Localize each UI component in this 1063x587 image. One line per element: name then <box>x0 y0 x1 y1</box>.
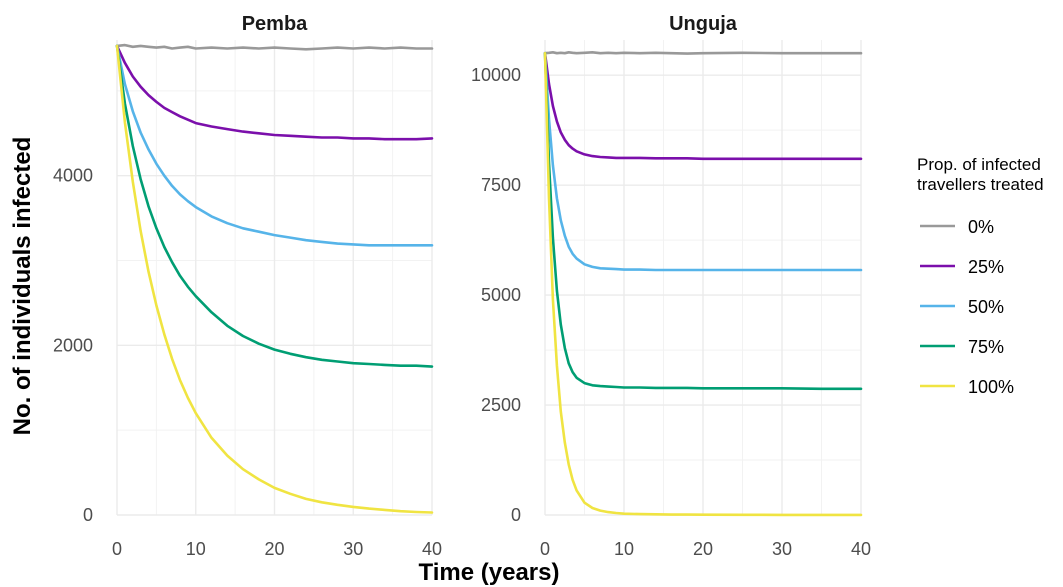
series-line-75pct <box>115 44 434 368</box>
series-line-0pct <box>543 51 863 55</box>
x-tick-label: 20 <box>264 539 284 559</box>
x-tick-label: 40 <box>422 539 442 559</box>
legend-title-line-2: travellers treated <box>917 175 1044 194</box>
x-tick-label: 10 <box>614 539 634 559</box>
x-tick-label: 0 <box>112 539 122 559</box>
panel-unguja: Unguja 0 10 20 30 40 0 2500 5000 7500 10000 <box>471 13 871 559</box>
legend: Prop. of infected travellers treated 0% 2… <box>917 155 1044 397</box>
y-tick-label: 0 <box>83 505 93 525</box>
series-line-25pct <box>115 44 434 141</box>
x-tick-label: 40 <box>851 539 871 559</box>
y-axis-title: No. of individuals infected <box>9 137 36 436</box>
y-tick-label: 2500 <box>481 395 521 415</box>
series-line-50pct <box>115 44 434 247</box>
series-line-50pct <box>543 51 863 272</box>
gridlines <box>116 40 433 516</box>
legend-label-25pct: 25% <box>968 257 1004 277</box>
y-tick-label: 5000 <box>481 285 521 305</box>
y-tick-label: 0 <box>511 505 521 525</box>
panel-title-pemba: Pemba <box>242 13 308 35</box>
series-line-100pct <box>115 44 434 514</box>
gridlines <box>544 40 862 516</box>
x-axis-title: Time (years) <box>419 559 560 586</box>
legend-label-0pct: 0% <box>968 217 994 237</box>
x-tick-label: 20 <box>693 539 713 559</box>
y-tick-label: 4000 <box>53 166 93 186</box>
series-line-25pct <box>543 51 863 161</box>
x-tick-label: 0 <box>540 539 550 559</box>
legend-title-line-1: Prop. of infected <box>917 155 1041 174</box>
x-tick-label: 30 <box>772 539 792 559</box>
panel-pemba: Pemba 0 10 20 30 40 0 2000 4000 <box>53 13 442 559</box>
series-line-100pct <box>543 51 863 517</box>
legend-label-75pct: 75% <box>968 337 1004 357</box>
legend-label-100pct: 100% <box>968 377 1014 397</box>
legend-label-50pct: 50% <box>968 297 1004 317</box>
y-tick-label: 7500 <box>481 175 521 195</box>
y-tick-label: 10000 <box>471 65 521 85</box>
x-tick-label: 10 <box>186 539 206 559</box>
series-line-0pct <box>115 43 434 51</box>
series-line-75pct <box>543 51 863 391</box>
y-tick-label: 2000 <box>53 335 93 355</box>
x-tick-label: 30 <box>343 539 363 559</box>
panel-title-unguja: Unguja <box>669 13 738 35</box>
